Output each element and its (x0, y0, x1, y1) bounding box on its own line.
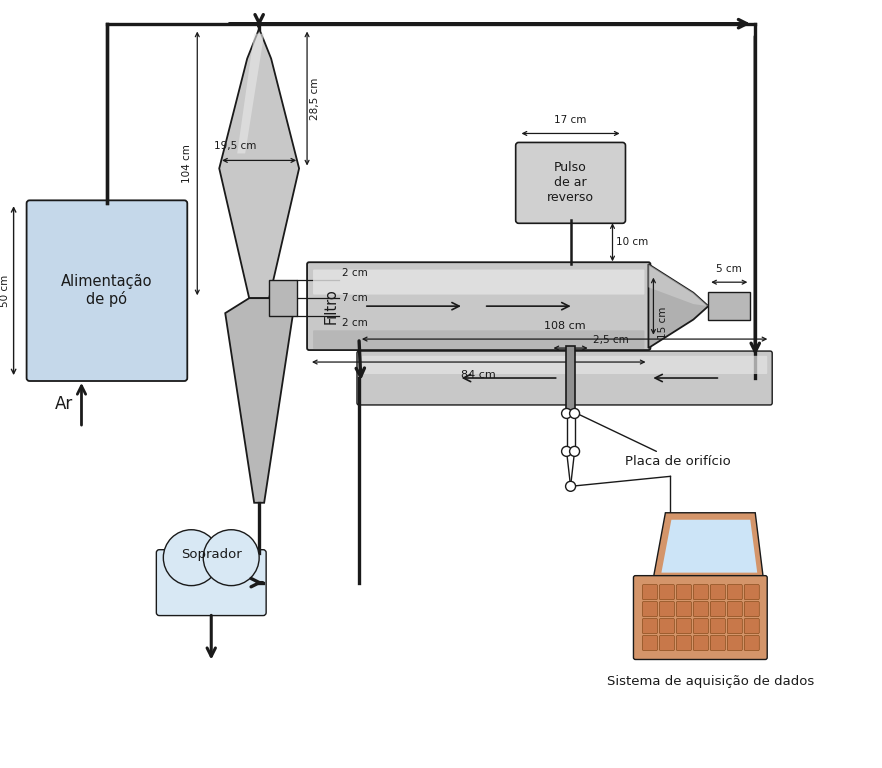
Circle shape (565, 482, 576, 492)
Polygon shape (220, 28, 299, 298)
Text: Alimentação
de pó: Alimentação de pó (61, 274, 153, 307)
FancyBboxPatch shape (728, 584, 743, 600)
FancyBboxPatch shape (676, 601, 691, 617)
FancyBboxPatch shape (362, 356, 767, 374)
Circle shape (570, 446, 579, 456)
Bar (566, 346, 575, 410)
Text: Filtro: Filtro (324, 288, 339, 324)
Text: 84 cm: 84 cm (461, 370, 496, 380)
FancyBboxPatch shape (660, 584, 675, 600)
FancyBboxPatch shape (642, 601, 657, 617)
FancyBboxPatch shape (156, 550, 266, 616)
FancyBboxPatch shape (660, 601, 675, 617)
FancyBboxPatch shape (26, 200, 187, 381)
Circle shape (562, 446, 572, 456)
Polygon shape (654, 513, 763, 578)
FancyBboxPatch shape (676, 584, 691, 600)
FancyBboxPatch shape (744, 618, 759, 634)
Text: Ar: Ar (55, 395, 72, 413)
FancyBboxPatch shape (307, 262, 650, 350)
FancyBboxPatch shape (744, 601, 759, 617)
Text: Sistema de aquisição de dados: Sistema de aquisição de dados (607, 676, 814, 688)
Text: Placa de orifício: Placa de orifício (573, 412, 731, 468)
Text: 7 cm: 7 cm (342, 293, 368, 303)
Text: 2,5 cm: 2,5 cm (593, 335, 628, 345)
Polygon shape (225, 298, 293, 503)
FancyBboxPatch shape (710, 636, 725, 650)
Text: 50 cm: 50 cm (0, 274, 10, 306)
FancyBboxPatch shape (710, 618, 725, 634)
FancyBboxPatch shape (660, 618, 675, 634)
Text: 19,5 cm: 19,5 cm (214, 141, 257, 151)
FancyBboxPatch shape (728, 601, 743, 617)
FancyBboxPatch shape (633, 576, 767, 660)
FancyBboxPatch shape (313, 330, 645, 349)
FancyBboxPatch shape (516, 142, 625, 223)
FancyBboxPatch shape (728, 618, 743, 634)
Text: 104 cm: 104 cm (183, 144, 192, 183)
FancyBboxPatch shape (642, 636, 657, 650)
FancyBboxPatch shape (693, 601, 708, 617)
Text: 15 cm: 15 cm (659, 306, 669, 339)
Polygon shape (662, 520, 758, 573)
Bar (269, 280, 297, 316)
FancyBboxPatch shape (710, 601, 725, 617)
Text: 2 cm: 2 cm (342, 318, 368, 328)
FancyBboxPatch shape (676, 618, 691, 634)
FancyBboxPatch shape (642, 618, 657, 634)
Text: 10 cm: 10 cm (617, 237, 649, 247)
FancyBboxPatch shape (710, 584, 725, 600)
Circle shape (562, 409, 572, 419)
FancyBboxPatch shape (693, 618, 708, 634)
FancyBboxPatch shape (313, 270, 645, 295)
Polygon shape (648, 264, 708, 348)
FancyBboxPatch shape (357, 351, 773, 405)
Polygon shape (648, 264, 708, 306)
FancyBboxPatch shape (693, 636, 708, 650)
Text: 5 cm: 5 cm (716, 264, 742, 274)
Polygon shape (237, 34, 264, 154)
FancyBboxPatch shape (693, 584, 708, 600)
Circle shape (203, 530, 259, 586)
FancyBboxPatch shape (744, 636, 759, 650)
Circle shape (163, 530, 220, 586)
Text: 28,5 cm: 28,5 cm (310, 78, 320, 120)
Text: 2 cm: 2 cm (342, 268, 368, 278)
Text: Soprador: Soprador (181, 548, 242, 561)
Text: 108 cm: 108 cm (544, 321, 586, 331)
FancyBboxPatch shape (660, 636, 675, 650)
FancyBboxPatch shape (744, 584, 759, 600)
FancyBboxPatch shape (728, 636, 743, 650)
FancyBboxPatch shape (676, 636, 691, 650)
Circle shape (570, 409, 579, 419)
FancyBboxPatch shape (642, 584, 657, 600)
Text: Pulso
de ar
reverso: Pulso de ar reverso (547, 161, 594, 204)
Text: 17 cm: 17 cm (555, 115, 587, 125)
Bar (708, 292, 751, 320)
